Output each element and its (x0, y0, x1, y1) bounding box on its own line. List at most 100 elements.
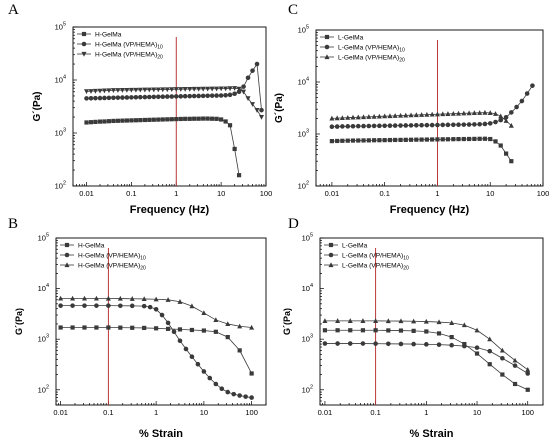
x-tick-label: 100 (521, 408, 534, 417)
data-point (424, 329, 429, 334)
data-point (165, 320, 171, 326)
data-point (259, 114, 265, 120)
data-point (503, 114, 509, 120)
data-point (128, 87, 134, 93)
data-point (435, 137, 440, 142)
data-point (219, 386, 225, 391)
y-tick-label: 105 (298, 25, 309, 35)
data-point (436, 342, 442, 347)
data-point (142, 87, 148, 93)
data-point (232, 86, 238, 91)
data-point (382, 113, 388, 119)
data-point (213, 329, 218, 334)
data-point (97, 88, 103, 94)
data-point (133, 118, 138, 123)
legend-item: H-GelMa (VP/HEMA)10 (60, 252, 146, 261)
x-tick-label: 100 (245, 408, 258, 417)
data-point (482, 136, 488, 141)
data-point (223, 86, 229, 92)
data-point (371, 113, 377, 119)
data-point (335, 138, 340, 144)
legend-label: H-GelMa (VP/HEMA)20 (95, 51, 163, 60)
series-1 (329, 136, 514, 164)
x-axis-title: % Strain (139, 428, 183, 440)
data-point (487, 110, 493, 115)
data-point (70, 325, 75, 330)
data-point (93, 119, 98, 124)
data-point (474, 351, 480, 356)
x-axis-title: % Strain (409, 428, 453, 440)
data-point (205, 93, 210, 99)
legend-marker (328, 262, 334, 268)
data-point (187, 116, 192, 121)
data-point (189, 303, 195, 309)
legend-item: L-GelMa (320, 34, 364, 41)
data-point (115, 95, 121, 100)
y-tick-label: 105 (55, 22, 66, 32)
data-point (192, 116, 197, 121)
data-point (361, 138, 366, 143)
x-tick-label: 1 (154, 408, 158, 417)
data-point (154, 326, 159, 331)
legend-marker (328, 242, 334, 248)
y-tick-label: 105 (38, 233, 49, 243)
data-point (94, 325, 99, 330)
data-point (124, 95, 130, 100)
data-point (334, 124, 340, 129)
data-point (58, 295, 64, 301)
legend-item: L-GelMa (VP/HEMA)10 (320, 44, 405, 53)
data-point (141, 296, 147, 302)
legend-item: L-GelMa (VP/HEMA)10 (324, 252, 409, 261)
data-point (508, 122, 514, 128)
data-point (174, 116, 179, 122)
data-point (165, 326, 171, 331)
data-point (472, 136, 477, 141)
x-tick-label: 10 (473, 408, 481, 417)
data-point (387, 113, 393, 119)
data-point (392, 113, 398, 118)
data-point (360, 341, 366, 346)
data-point (408, 112, 414, 118)
data-point (525, 371, 531, 376)
data-point (225, 321, 231, 327)
data-point (249, 324, 255, 330)
data-point (227, 86, 233, 92)
data-point (94, 303, 99, 308)
data-point (106, 95, 112, 101)
data-point (142, 117, 147, 123)
data-point (164, 94, 170, 99)
data-point (385, 318, 391, 324)
data-point (398, 341, 404, 347)
panel-a: A 0.01 0.1 1 10 100 102 103 104 105 Frequency (Hz… (8, 2, 272, 216)
data-point (200, 93, 206, 99)
data-point (429, 111, 435, 117)
data-point (373, 341, 378, 346)
y-axis-title: G´(Pa) (282, 308, 292, 335)
legend-item: H-GelMa (77, 31, 122, 38)
data-point (82, 325, 87, 330)
data-point (512, 381, 518, 387)
legend-marker (328, 252, 334, 258)
y-tick-label: 103 (55, 128, 66, 138)
data-point (386, 328, 391, 333)
data-point (173, 94, 179, 99)
data-point (164, 87, 170, 93)
data-point (153, 306, 159, 312)
series-3 (84, 86, 265, 120)
data-point (183, 116, 188, 121)
data-point (169, 117, 174, 122)
data-point (499, 347, 505, 353)
data-point (347, 318, 353, 323)
x-tick-label: 0.1 (370, 408, 380, 417)
data-point (440, 122, 446, 128)
legend-marker (81, 41, 87, 47)
data-point (408, 137, 414, 142)
legend-label: H-GelMa (VP/HEMA)20 (78, 262, 146, 271)
data-point (249, 395, 254, 400)
series-line (86, 118, 240, 176)
data-point (461, 122, 467, 127)
legend-item: H-GelMa (VP/HEMA)20 (60, 262, 146, 271)
y-tick-label: 103 (38, 334, 49, 344)
data-point (236, 89, 242, 95)
